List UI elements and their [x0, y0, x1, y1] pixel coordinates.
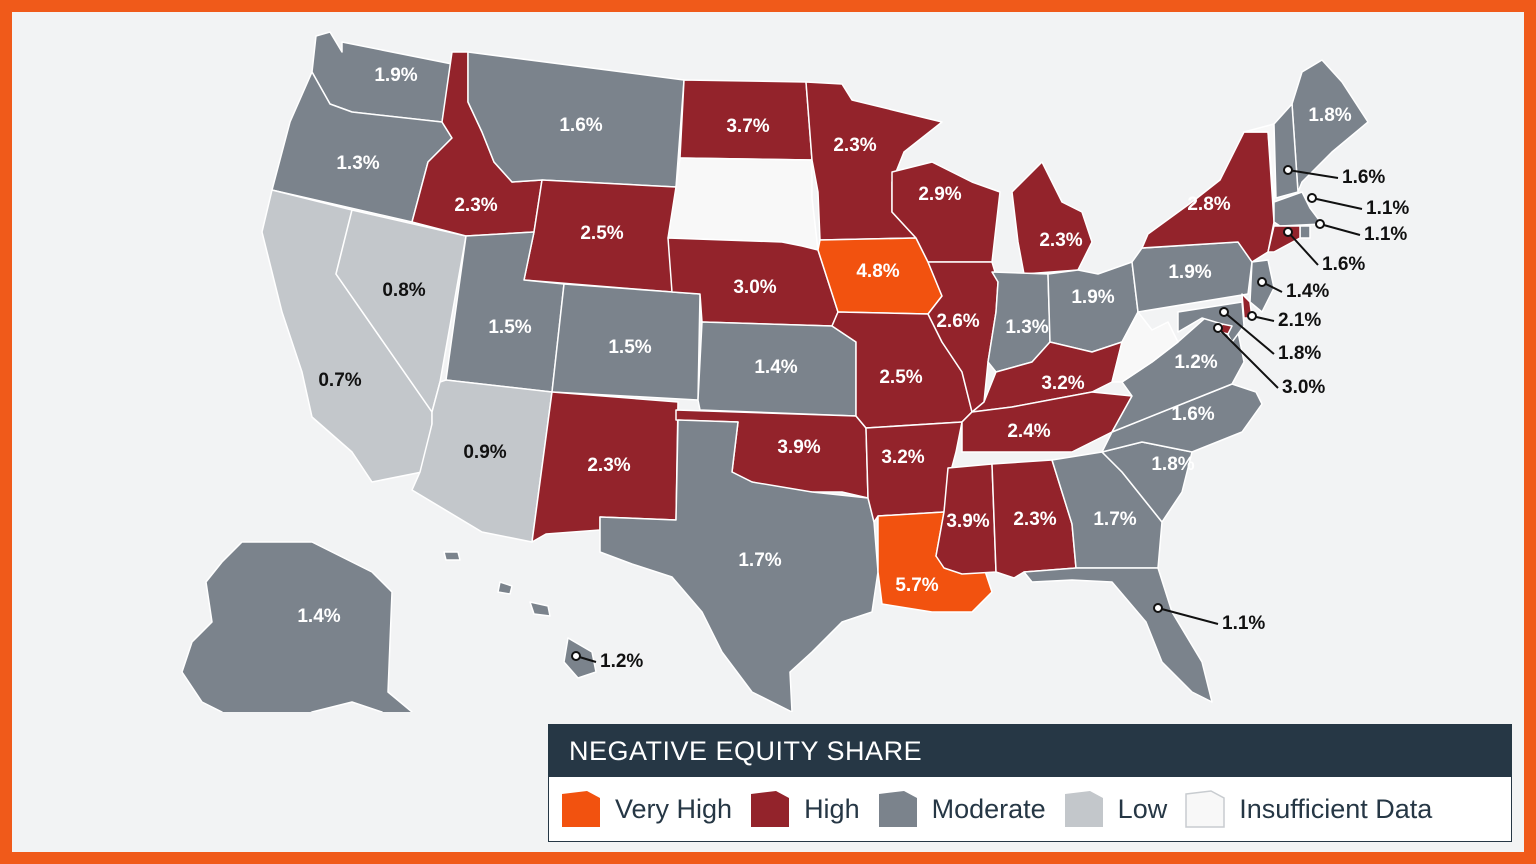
state-label-ga: 1.7% [1093, 509, 1136, 530]
callout-dot-md [1219, 307, 1229, 317]
state-nc [1101, 383, 1263, 453]
state-label-mi: 2.3% [1039, 230, 1082, 251]
state-label-az: 0.9% [463, 442, 506, 463]
state-label-la: 5.7% [895, 575, 938, 596]
state-tx [599, 419, 879, 712]
callout-line-fl [1157, 607, 1219, 625]
state-label-nd: 3.7% [726, 116, 769, 137]
state-label-wy: 2.5% [580, 223, 623, 244]
callout-line-dc [1217, 327, 1279, 389]
state-label-ms: 3.9% [946, 511, 989, 532]
state-mt [467, 51, 685, 188]
callout-line-ma [1311, 197, 1363, 210]
state-label-tx: 1.7% [738, 550, 781, 571]
map-frame: 1.9% 1.3% 0.7% 0.8% 2.3% 1.6% 2.5% 1.5% 0.9% 1.5%… [12, 12, 1524, 852]
state-hi-island-2 [529, 601, 551, 617]
state-label-il: 2.6% [936, 311, 979, 332]
state-label-va: 1.2% [1174, 352, 1217, 373]
callout-dot-ct [1283, 227, 1293, 237]
callout-label-dc: 3.0% [1282, 377, 1325, 398]
state-label-nm: 2.3% [587, 455, 630, 476]
legend-swatch-moderate [878, 791, 917, 827]
state-label-ia: 4.8% [856, 261, 899, 282]
callout-dot-de [1247, 311, 1257, 321]
state-label-ky: 3.2% [1041, 373, 1084, 394]
callout-label-nj: 1.4% [1286, 281, 1329, 302]
state-mi [1011, 161, 1093, 275]
us-map: 1.9% 1.3% 0.7% 0.8% 2.3% 1.6% 2.5% 1.5% 0.9% 1.5%… [181, 31, 1409, 712]
legend-title: NEGATIVE EQUITY SHARE [549, 725, 1511, 777]
state-label-ne: 3.0% [733, 277, 776, 298]
legend: NEGATIVE EQUITY SHARE Very High High Moder… [548, 724, 1512, 842]
callout-label-hi: 1.2% [600, 651, 643, 672]
legend-item-low: Low [1064, 790, 1168, 828]
state-label-ok: 3.9% [777, 437, 820, 458]
state-label-me: 1.8% [1308, 105, 1351, 126]
callout-dot-ma [1307, 193, 1317, 203]
legend-label: High [804, 793, 860, 824]
state-label-or: 1.3% [336, 153, 379, 174]
callout-label-md: 1.8% [1278, 343, 1321, 364]
state-wv [1111, 311, 1179, 383]
legend-swatch-very-high [562, 791, 600, 827]
callout-dot-ri [1315, 219, 1325, 229]
state-label-co: 1.5% [608, 337, 651, 358]
legend-label: Very High [615, 793, 733, 824]
state-label-sc: 1.8% [1151, 454, 1194, 475]
legend-swatch-high [751, 791, 790, 827]
legend-item-insufficient: Insufficient Data [1185, 790, 1432, 828]
callout-line-ct [1287, 231, 1319, 266]
state-label-ca: 0.7% [318, 370, 361, 391]
legend-swatch-low [1064, 791, 1103, 827]
state-label-ak: 1.4% [297, 606, 340, 627]
callout-dot-fl [1153, 603, 1163, 613]
state-label-ut: 1.5% [488, 317, 531, 338]
callout-line-md [1223, 311, 1275, 355]
callout-dot-hi [571, 651, 581, 661]
callout-label-fl: 1.1% [1222, 613, 1265, 634]
state-label-wi: 2.9% [918, 184, 961, 205]
state-hi-island-3 [497, 581, 513, 595]
state-hi-island-4 [443, 551, 461, 561]
state-label-wa: 1.9% [374, 65, 417, 86]
state-nh [1273, 103, 1299, 199]
callout-label-nh: 1.6% [1342, 167, 1385, 188]
state-label-ny: 2.8% [1187, 194, 1230, 215]
callout-dot-dc [1213, 323, 1223, 333]
state-label-nc: 1.6% [1171, 404, 1214, 425]
state-fl [1023, 567, 1213, 703]
state-label-mn: 2.3% [833, 135, 876, 156]
state-ri [1299, 225, 1311, 239]
state-label-id: 2.3% [454, 195, 497, 216]
state-label-in: 1.3% [1005, 317, 1048, 338]
state-label-pa: 1.9% [1168, 262, 1211, 283]
state-label-mo: 2.5% [879, 367, 922, 388]
legend-label: Low [1117, 793, 1168, 824]
state-label-ar: 3.2% [881, 447, 924, 468]
state-label-mt: 1.6% [559, 115, 602, 136]
state-me [1291, 59, 1369, 193]
callout-label-de: 2.1% [1278, 310, 1321, 331]
legend-item-high: High [750, 790, 860, 828]
state-label-ks: 1.4% [754, 357, 797, 378]
state-label-oh: 1.9% [1071, 287, 1114, 308]
callout-dot-nh [1283, 165, 1293, 175]
legend-label: Moderate [931, 793, 1046, 824]
callout-dot-nj [1257, 277, 1267, 287]
callout-label-ct: 1.6% [1322, 254, 1365, 275]
legend-swatch-insufficient [1185, 790, 1225, 828]
callout-label-ma: 1.1% [1366, 198, 1409, 219]
state-label-nv: 0.8% [382, 280, 425, 301]
state-ak [181, 541, 413, 712]
legend-label: Insufficient Data [1239, 793, 1433, 824]
state-label-al: 2.3% [1013, 509, 1056, 530]
callout-label-ri: 1.1% [1364, 224, 1407, 245]
state-sd [667, 157, 819, 251]
callout-line-nh [1287, 169, 1339, 179]
state-label-tn: 2.4% [1007, 421, 1050, 442]
legend-item-moderate: Moderate [878, 790, 1046, 828]
callout-line-ri [1319, 223, 1361, 236]
legend-items: Very High High Moderate Low Insufficient Dat… [549, 777, 1511, 841]
legend-item-very-high: Very High [561, 790, 732, 828]
